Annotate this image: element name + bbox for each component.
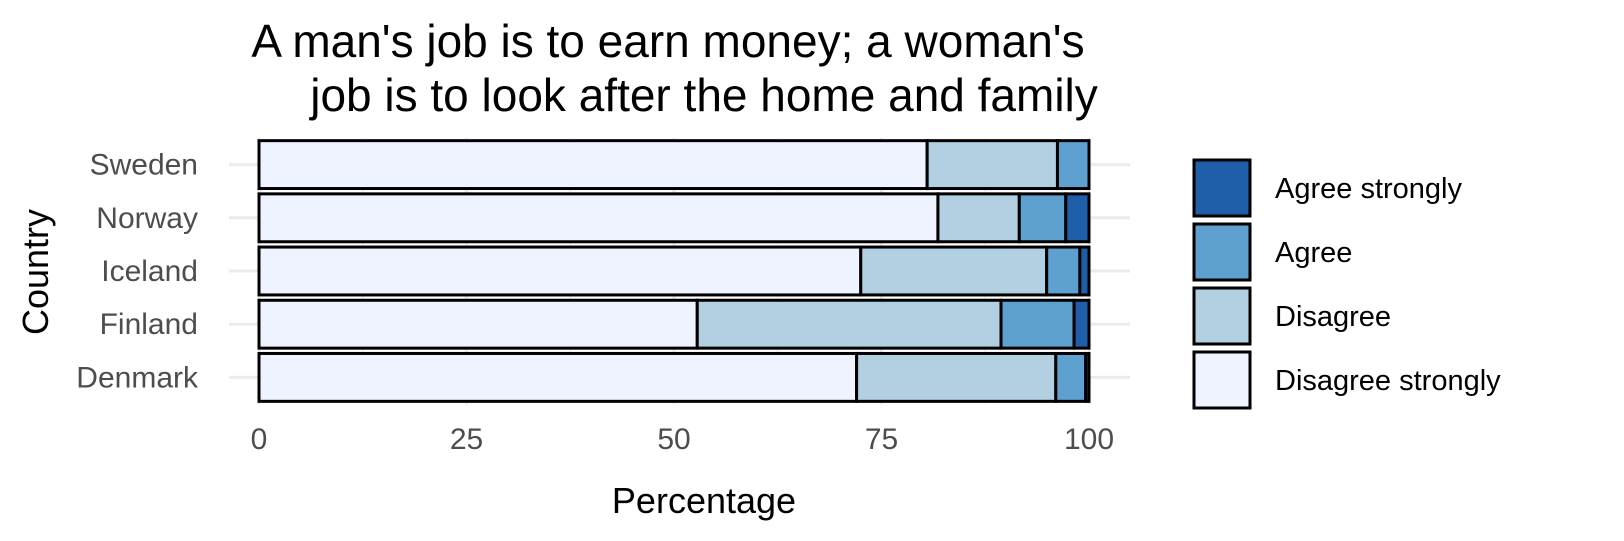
bar-segment (695, 298, 1003, 350)
bar-segment (1045, 245, 1082, 297)
bar-segment (999, 298, 1076, 350)
y-tick-label: Norway (96, 202, 198, 235)
bar-segment (257, 351, 859, 403)
x-axis-title: Percentage (612, 480, 796, 521)
bar-segment (925, 139, 1059, 191)
bars (257, 139, 1091, 403)
bar-segment (1054, 351, 1088, 403)
x-tick-label: 75 (865, 423, 898, 456)
x-axis-tick-labels: 0 25 50 75 100 (251, 423, 1114, 456)
x-tick-label: 50 (657, 423, 690, 456)
x-tick-label: 100 (1064, 423, 1114, 456)
chart-title: A man's job is to earn money; a woman's … (251, 15, 1097, 121)
legend: Agree strongly Agree Disagree Disagree stro… (1192, 158, 1501, 410)
bar-segment (936, 192, 1021, 244)
bar-segment (257, 139, 929, 191)
bar-segment (1084, 351, 1091, 403)
bar-segment (1064, 192, 1091, 244)
y-axis-title: Country (15, 209, 56, 335)
y-tick-label: Iceland (101, 255, 198, 288)
x-tick-label: 0 (251, 423, 268, 456)
bar-segment (859, 245, 1049, 297)
bar-segment (1078, 245, 1091, 297)
bar-segment (855, 351, 1058, 403)
legend-label: Disagree (1275, 301, 1391, 333)
legend-swatch (1192, 286, 1252, 346)
bar-segment (1072, 298, 1091, 350)
x-tick-label: 25 (450, 423, 483, 456)
bar-segment (1055, 139, 1091, 191)
legend-label: Disagree strongly (1275, 365, 1501, 397)
legend-swatch (1192, 158, 1252, 218)
bar-segment (1017, 192, 1068, 244)
y-axis-tick-labels: Denmark Finland Iceland Norway Sweden (76, 149, 199, 395)
y-tick-label: Sweden (90, 149, 198, 182)
bar-segment (257, 298, 699, 350)
legend-label: Agree strongly (1275, 173, 1462, 205)
chart-title-line-2: job is to look after the home and family (308, 69, 1098, 121)
bar-segment (257, 192, 940, 244)
legend-label: Agree (1275, 237, 1352, 269)
y-tick-label: Denmark (76, 361, 199, 394)
y-tick-label: Finland (100, 308, 198, 341)
legend-swatch (1192, 222, 1252, 282)
chart-title-line-1: A man's job is to earn money; a woman's (251, 15, 1084, 67)
legend-swatch (1192, 350, 1252, 410)
bar-segment (257, 245, 863, 297)
